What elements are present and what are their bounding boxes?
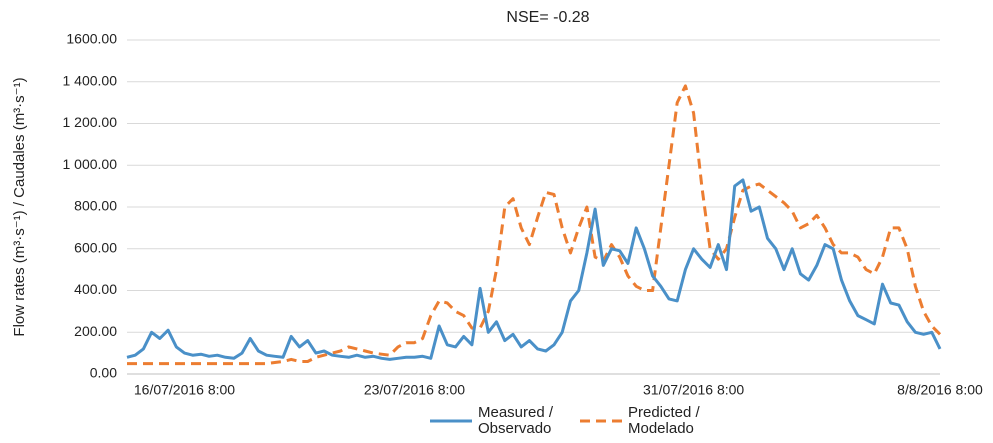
x-tick-label: 8/8/2016 8:00 — [897, 382, 983, 398]
legend-label: Predicted / Modelado — [628, 404, 700, 437]
x-tick-label: 16/07/2016 8:00 — [134, 382, 235, 398]
legend-label: Measured / Observado — [478, 404, 554, 437]
x-tick-label: 31/07/2016 8:00 — [643, 382, 744, 398]
y-tick-label: 1 000.00 — [63, 156, 118, 172]
series-line — [127, 84, 942, 366]
y-tick-label: 400.00 — [74, 281, 117, 297]
series-line — [126, 178, 942, 361]
x-tick-label: 23/07/2016 8:00 — [364, 382, 465, 398]
y-tick-label: 800.00 — [74, 198, 117, 214]
y-tick-label: 0.00 — [90, 365, 117, 381]
y-axis-label: Flow rates (m³·s⁻¹) / Caudales (m³·s⁻¹) — [11, 77, 28, 336]
y-tick-label: 1 200.00 — [63, 114, 118, 130]
y-tick-label: 1 400.00 — [63, 72, 118, 88]
y-tick-label: 1600.00 — [66, 31, 117, 47]
y-tick-label: 200.00 — [74, 323, 117, 339]
chart-title: NSE= -0.28 — [506, 9, 589, 26]
y-tick-label: 600.00 — [74, 239, 117, 255]
